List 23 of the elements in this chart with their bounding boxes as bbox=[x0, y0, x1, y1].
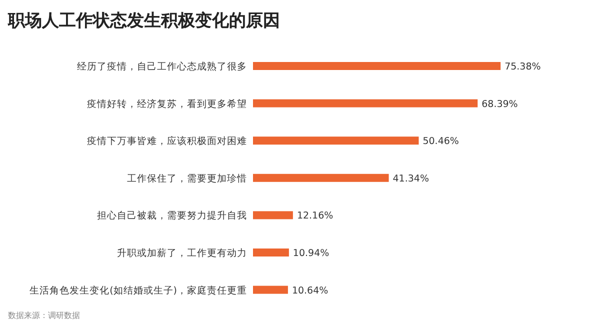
y-tick-label: 担心自己被裁，需要努力提升自我 bbox=[97, 210, 247, 222]
bar bbox=[253, 286, 288, 294]
bar bbox=[253, 174, 389, 182]
y-tick-label: 升职或加薪了，工作更有动力 bbox=[117, 247, 247, 259]
bar bbox=[253, 248, 289, 256]
source-note: 数据来源：调研数据 bbox=[8, 311, 80, 320]
bar bbox=[253, 99, 478, 108]
data-label: 41.34% bbox=[392, 173, 430, 184]
y-tick-label: 生活角色发生变化(如结婚或生子)，家庭责任更重 bbox=[30, 284, 247, 296]
y-tick-label: 疫情好转，经济复苏，看到更多希望 bbox=[87, 98, 247, 110]
y-tick-label: 疫情下万事皆难，应该积极面对困难 bbox=[87, 135, 247, 148]
y-tick-label: 经历了疫情，自己工作心态成熟了很多 bbox=[77, 60, 247, 72]
data-label: 12.16% bbox=[296, 210, 334, 222]
y-tick-label: 工作保住了，需要更加珍惜 bbox=[127, 172, 247, 184]
data-label: 50.46% bbox=[422, 136, 459, 148]
data-label: 75.38% bbox=[504, 62, 541, 72]
bar bbox=[253, 211, 293, 220]
bar bbox=[253, 62, 501, 70]
data-label: 68.39% bbox=[482, 98, 518, 110]
bar bbox=[253, 136, 419, 145]
chart-title: 职场人工作状态发生积极变化的原因 bbox=[7, 11, 280, 31]
data-label: 10.64% bbox=[292, 285, 328, 296]
data-label: 10.94% bbox=[292, 248, 330, 259]
